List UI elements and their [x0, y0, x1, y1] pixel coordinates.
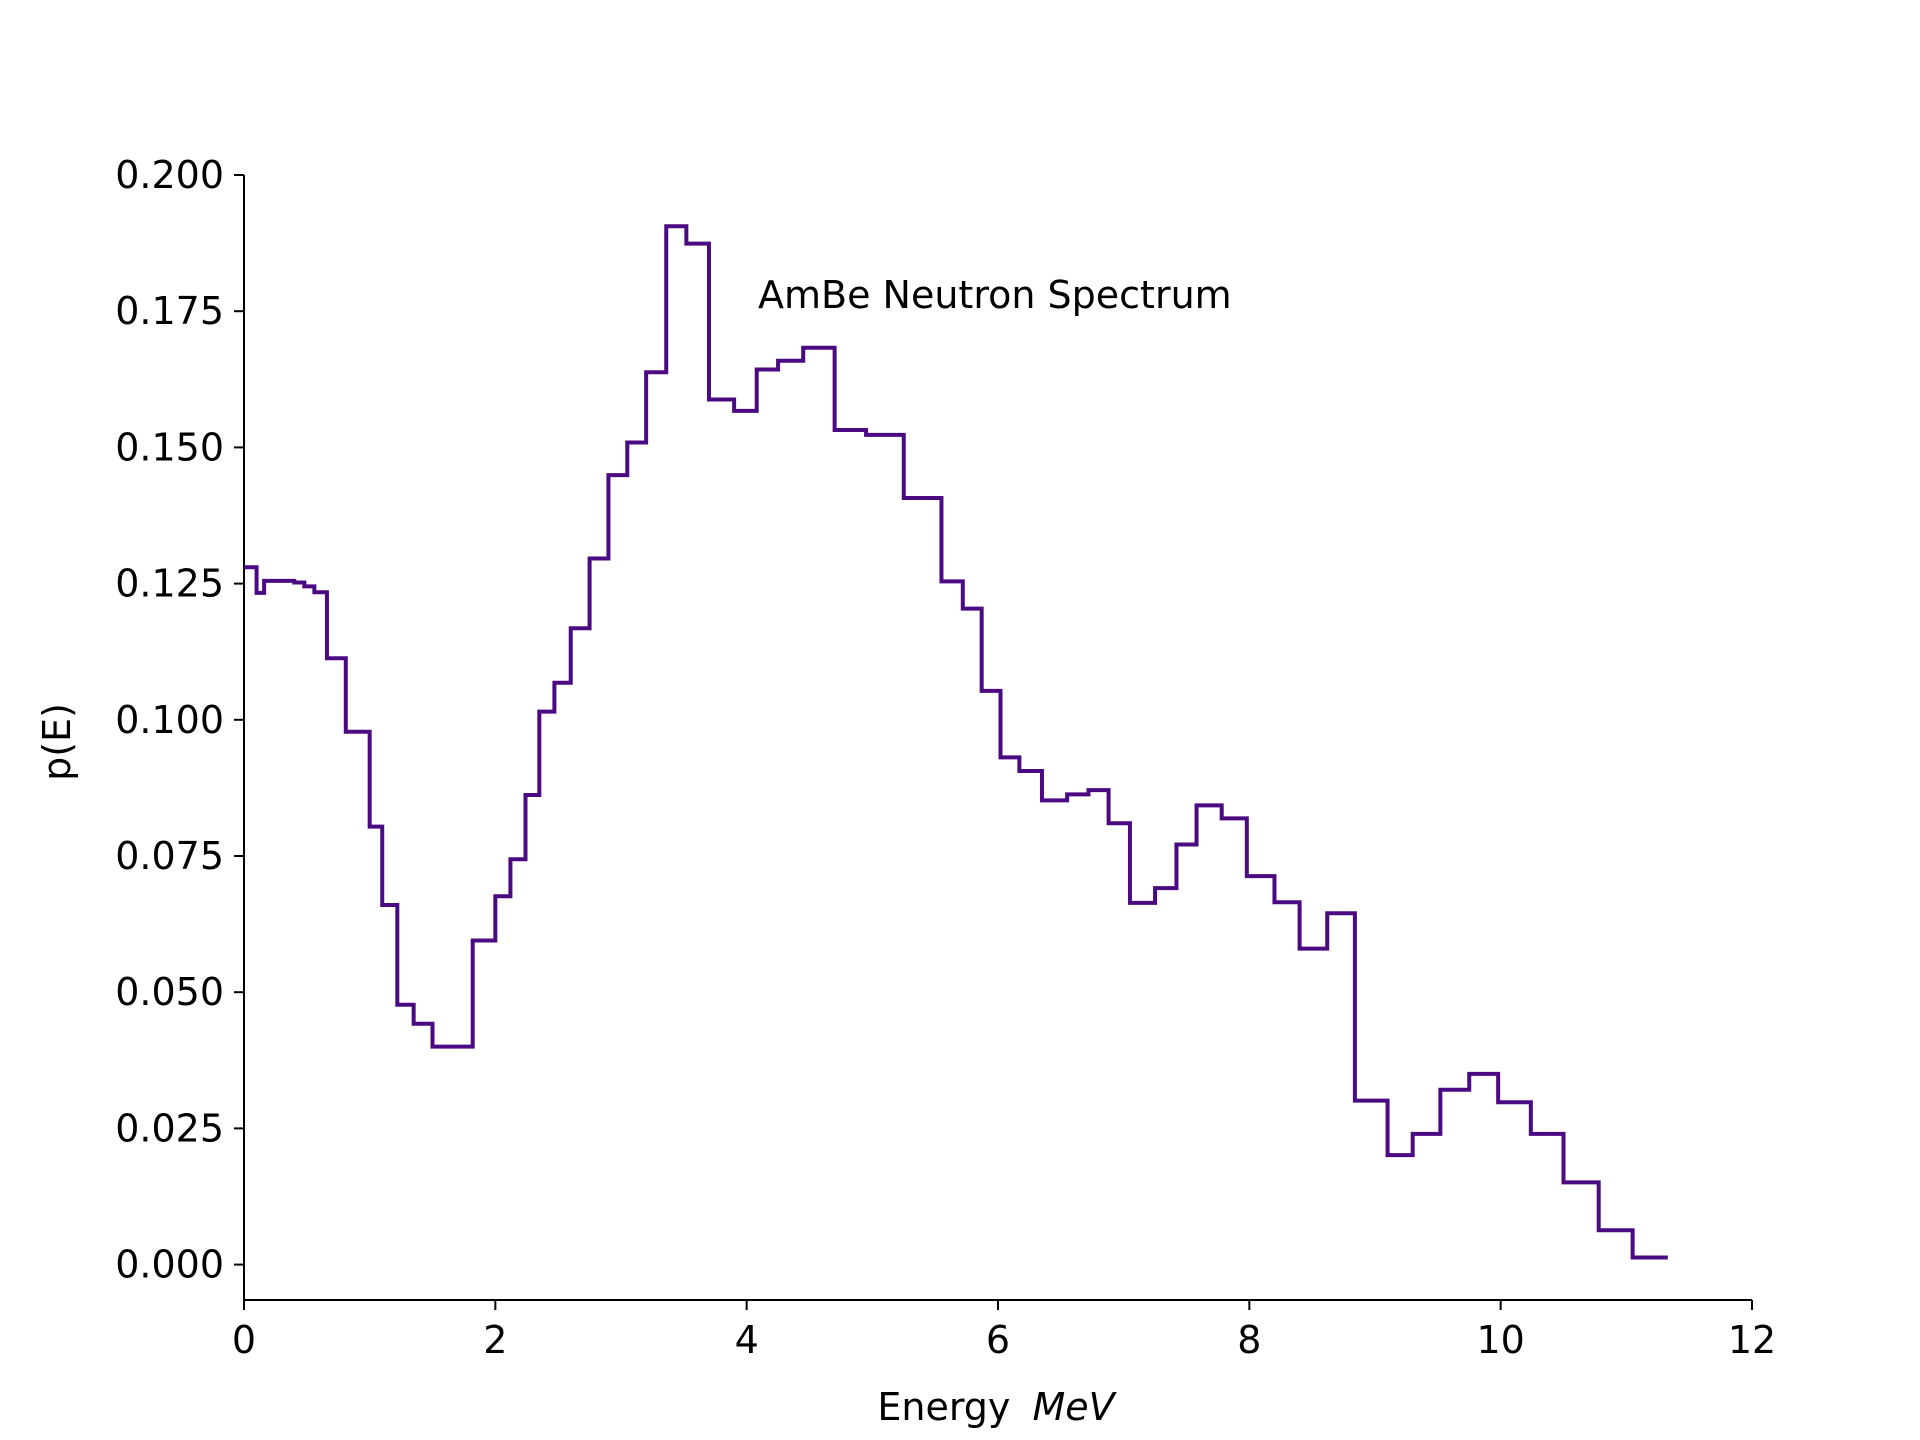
y-tick-label: 0.150 [115, 425, 224, 469]
x-axis-label: Energy MeV [877, 1385, 1117, 1429]
y-tick-label: 0.075 [115, 834, 224, 878]
y-tick-label: 0.050 [115, 970, 224, 1014]
x-tick-label: 2 [483, 1318, 507, 1362]
x-tick-label: 8 [1237, 1318, 1261, 1362]
x-axis-label-unit: MeV [1032, 1385, 1117, 1429]
y-tick-label: 0.100 [115, 698, 224, 742]
x-tick-label: 10 [1476, 1318, 1524, 1362]
y-tick-label: 0.175 [115, 289, 224, 333]
series-layer [244, 224, 1668, 1260]
x-axis-label-text: Energy [877, 1385, 1010, 1429]
y-tick-label: 0.025 [115, 1106, 224, 1150]
spectrum-series-line [244, 224, 1668, 1260]
axes [243, 175, 1752, 1301]
y-axis-label: p(E) [35, 703, 79, 781]
x-tick-label: 6 [986, 1318, 1010, 1362]
x-tick-label: 0 [232, 1318, 256, 1362]
annotation-label: AmBe Neutron Spectrum [758, 273, 1232, 317]
y-tick-label: 0.200 [115, 153, 224, 197]
y-tick-label: 0.125 [115, 562, 224, 606]
x-tick-label: 4 [735, 1318, 759, 1362]
x-tick-label: 12 [1728, 1318, 1776, 1362]
y-tick-label: 0.000 [115, 1243, 224, 1287]
ticks: 0 2 4 6 8 10 12 0.000 0.025 0.050 0.075 0.100 0.125 0… [115, 153, 1776, 1362]
